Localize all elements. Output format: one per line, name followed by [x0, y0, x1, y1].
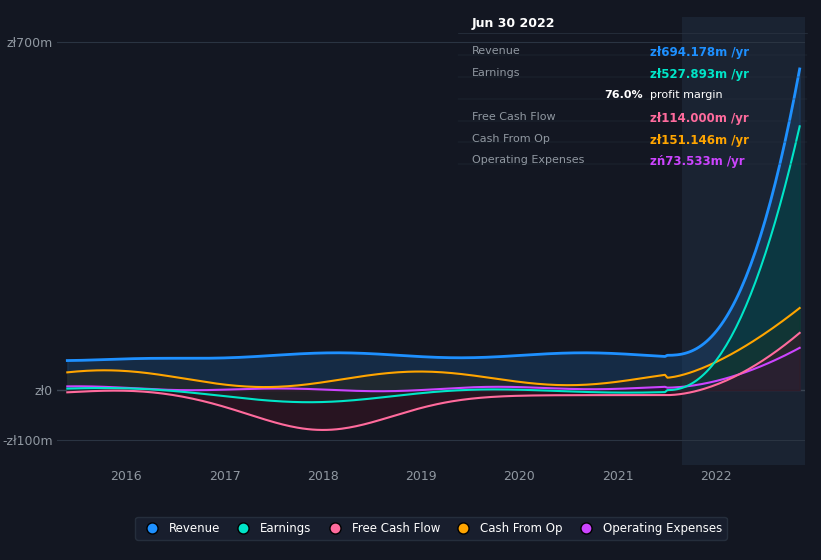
Text: Earnings: Earnings: [472, 68, 521, 78]
Text: Cash From Op: Cash From Op: [472, 134, 550, 143]
Text: zł527.893m /yr: zł527.893m /yr: [650, 68, 749, 81]
Text: zł694.178m /yr: zł694.178m /yr: [650, 46, 749, 59]
Text: zń73.533m /yr: zń73.533m /yr: [650, 156, 745, 169]
Bar: [681, 17, 805, 465]
Text: zł114.000m /yr: zł114.000m /yr: [650, 112, 749, 125]
Legend: Revenue, Earnings, Free Cash Flow, Cash From Op, Operating Expenses: Revenue, Earnings, Free Cash Flow, Cash …: [135, 517, 727, 539]
Text: Revenue: Revenue: [472, 46, 521, 56]
Text: 76.0%: 76.0%: [605, 90, 644, 100]
Text: Free Cash Flow: Free Cash Flow: [472, 112, 556, 122]
Text: Operating Expenses: Operating Expenses: [472, 156, 585, 166]
Text: zł151.146m /yr: zł151.146m /yr: [650, 134, 749, 147]
Text: Jun 30 2022: Jun 30 2022: [472, 17, 556, 30]
Text: profit margin: profit margin: [650, 90, 722, 100]
